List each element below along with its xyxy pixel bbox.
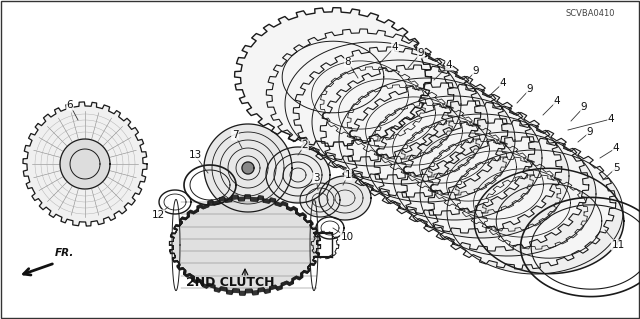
Text: 13: 13 [188, 150, 202, 160]
Polygon shape [312, 60, 488, 184]
Polygon shape [428, 137, 616, 269]
Polygon shape [23, 102, 147, 226]
Polygon shape [170, 199, 321, 291]
Polygon shape [300, 183, 340, 217]
Text: 6: 6 [67, 100, 74, 110]
Polygon shape [366, 96, 542, 220]
Polygon shape [266, 29, 454, 161]
Polygon shape [170, 196, 321, 294]
Text: 4: 4 [500, 78, 506, 88]
Text: 9: 9 [418, 48, 424, 58]
Text: 7: 7 [232, 130, 238, 140]
Text: 8: 8 [345, 57, 351, 67]
Text: 12: 12 [152, 210, 164, 220]
Text: 2: 2 [301, 140, 308, 150]
Polygon shape [320, 65, 508, 197]
Text: SCVBA0410: SCVBA0410 [565, 10, 615, 19]
Polygon shape [420, 132, 596, 256]
Polygon shape [339, 78, 515, 202]
Polygon shape [170, 195, 321, 295]
Polygon shape [204, 124, 292, 212]
Text: 4: 4 [612, 143, 620, 153]
Polygon shape [170, 196, 321, 294]
Text: 11: 11 [611, 240, 625, 250]
Polygon shape [170, 195, 321, 295]
Polygon shape [474, 168, 624, 274]
Polygon shape [266, 147, 330, 203]
Polygon shape [235, 8, 431, 146]
Text: 2ND CLUTCH: 2ND CLUTCH [186, 277, 275, 290]
Polygon shape [170, 198, 321, 292]
Text: 3: 3 [313, 173, 319, 183]
Polygon shape [374, 101, 562, 233]
Text: 4: 4 [608, 114, 614, 124]
Polygon shape [170, 197, 321, 293]
Text: 10: 10 [340, 232, 353, 242]
Polygon shape [170, 197, 321, 293]
Text: FR.: FR. [55, 248, 74, 258]
Text: 9: 9 [527, 84, 533, 94]
Polygon shape [447, 150, 623, 274]
Text: 1: 1 [345, 170, 351, 180]
Polygon shape [242, 162, 254, 174]
Polygon shape [170, 198, 321, 292]
Polygon shape [319, 176, 371, 220]
Polygon shape [393, 114, 569, 238]
Text: 4: 4 [445, 60, 452, 70]
Polygon shape [60, 139, 110, 189]
Text: 9: 9 [473, 66, 479, 76]
Text: 4: 4 [554, 96, 560, 106]
Polygon shape [293, 47, 481, 179]
Polygon shape [348, 83, 535, 215]
Text: 9: 9 [587, 127, 593, 137]
Text: 4: 4 [392, 42, 398, 52]
Text: 9: 9 [580, 102, 588, 112]
Polygon shape [285, 42, 461, 166]
Text: 5: 5 [612, 163, 620, 173]
Polygon shape [401, 119, 589, 251]
